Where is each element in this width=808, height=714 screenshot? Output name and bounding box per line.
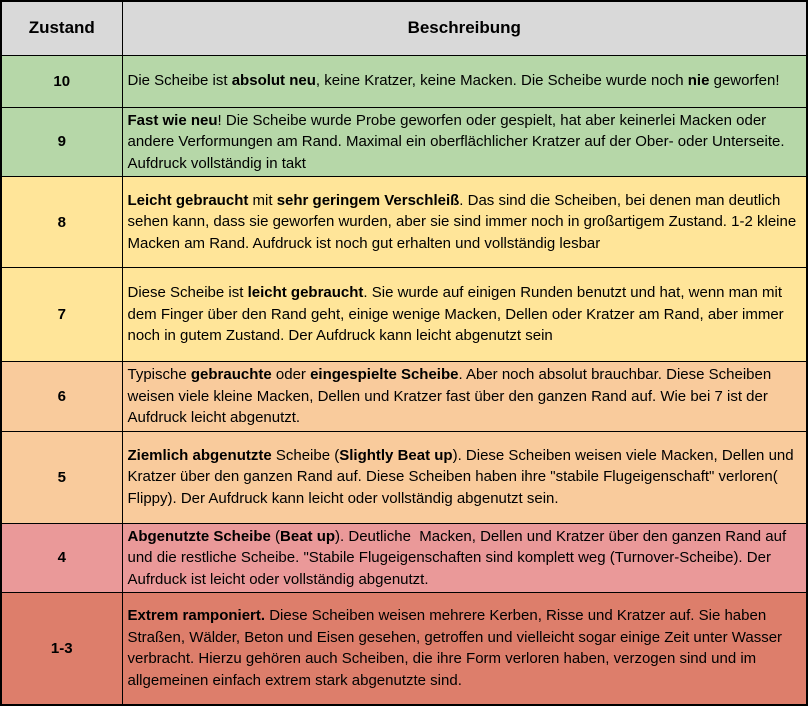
header-row: Zustand Beschreibung [0,0,808,56]
description-text: Extrem ramponiert. Diese Scheiben weisen… [121,592,808,705]
table-row: 6 Typische gebrauchte oder eingespielte S… [0,361,808,432]
table-body: 10 Die Scheibe ist absolut neu, keine Kra… [0,54,808,705]
zustand-value: 1-3 [0,592,123,705]
zustand-value: 8 [0,176,123,268]
description-text: Leicht gebraucht mit sehr geringem Versc… [121,176,808,268]
description-text: Abgenutzte Scheibe (Beat up). Deutliche … [121,522,808,593]
zustand-value: 5 [0,430,123,524]
table-row: 8 Leicht gebraucht mit sehr geringem Vers… [0,176,808,268]
description-text: Ziemlich abgenutzte Scheibe (Slightly Be… [121,430,808,524]
table-header: Zustand Beschreibung [0,0,808,56]
zustand-value: 10 [0,54,123,108]
description-text: Typische gebrauchte oder eingespielte Sc… [121,361,808,432]
table-row: 4 Abgenutzte Scheibe (Beat up). Deutliche… [0,522,808,593]
table-row: 10 Die Scheibe ist absolut neu, keine Kra… [0,54,808,108]
description-text: Fast wie neu! Die Scheibe wurde Probe ge… [121,106,808,177]
zustand-value: 7 [0,267,123,362]
zustand-value: 9 [0,106,123,177]
header-beschreibung: Beschreibung [121,0,808,56]
table-row: 1-3 Extrem ramponiert. Diese Scheiben wei… [0,592,808,705]
table-row: 7 Diese Scheibe ist leicht gebraucht. Sie… [0,267,808,362]
table-row: 5 Ziemlich abgenutzte Scheibe (Slightly B… [0,430,808,524]
zustand-value: 6 [0,361,123,432]
table-row: 9 Fast wie neu! Die Scheibe wurde Probe g… [0,106,808,177]
description-text: Diese Scheibe ist leicht gebraucht. Sie … [121,267,808,362]
header-zustand: Zustand [0,0,123,56]
zustand-value: 4 [0,522,123,593]
description-text: Die Scheibe ist absolut neu, keine Kratz… [121,54,808,108]
